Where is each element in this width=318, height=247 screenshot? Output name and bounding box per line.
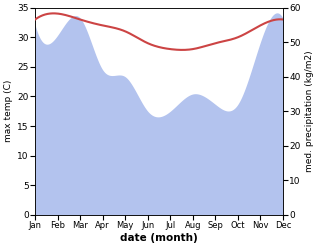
X-axis label: date (month): date (month) <box>120 233 198 243</box>
Y-axis label: med. precipitation (kg/m2): med. precipitation (kg/m2) <box>305 50 314 172</box>
Y-axis label: max temp (C): max temp (C) <box>4 80 13 143</box>
